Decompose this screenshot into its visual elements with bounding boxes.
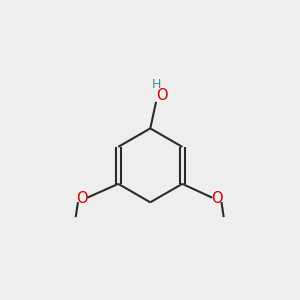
Text: O: O [76, 191, 88, 206]
Text: H: H [152, 78, 161, 91]
Text: O: O [157, 88, 168, 103]
Text: O: O [212, 191, 223, 206]
